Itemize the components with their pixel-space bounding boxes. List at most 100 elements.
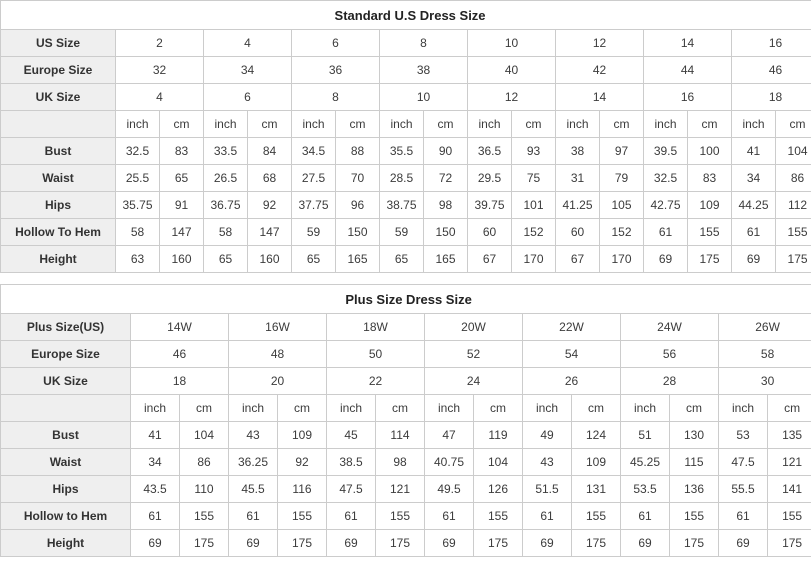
unit-header-cell: cm: [375, 394, 425, 422]
measurement-inch-value: 61: [228, 502, 278, 530]
measurement-inch-value: 34.5: [291, 137, 336, 165]
measurement-inch-value: 41.25: [555, 191, 600, 219]
measurement-inch-value: 61: [718, 502, 768, 530]
measurement-row: Height 69 175 69 175 69 175 69 175 69 175 69 175 69 17…: [0, 529, 811, 557]
measurement-inch-value: 65: [291, 245, 336, 273]
measurement-cm-value: 175: [473, 529, 523, 557]
measurement-cm-value: 175: [687, 245, 732, 273]
measurement-cm-value: 70: [335, 164, 380, 192]
measurement-cm-value: 175: [179, 529, 229, 557]
size-row: Europe Size 46 48 50 52 54 56 58: [0, 340, 811, 368]
unit-header-cell: cm: [774, 110, 811, 138]
size-value: 52: [424, 340, 523, 368]
measurement-cm-value: 152: [599, 218, 644, 246]
measurement-cm-value: 170: [511, 245, 556, 273]
row-label: Bust: [0, 421, 131, 449]
measurement-cm-value: 155: [669, 502, 719, 530]
measurement-cm-value: 96: [335, 191, 380, 219]
measurement-inch-value: 43: [228, 421, 278, 449]
measurement-cm-value: 72: [423, 164, 468, 192]
measurement-inch-value: 45: [326, 421, 376, 449]
unit-header-cell: cm: [277, 394, 327, 422]
measurement-inch-value: 41: [130, 421, 180, 449]
row-label-empty: [0, 394, 131, 422]
measurement-cm-value: 97: [599, 137, 644, 165]
size-value: 18: [730, 83, 811, 111]
unit-header-cell: inch: [731, 110, 776, 138]
measurement-inch-value: 31: [555, 164, 600, 192]
measurement-inch-value: 42.75: [643, 191, 688, 219]
measurement-cm-value: 112: [774, 191, 811, 219]
measurement-cm-value: 175: [375, 529, 425, 557]
unit-header-cell: inch: [379, 110, 424, 138]
unit-header-cell: inch: [643, 110, 688, 138]
size-value: 20W: [424, 313, 523, 341]
measurement-cm-value: 100: [687, 137, 732, 165]
unit-header-cell: cm: [599, 110, 644, 138]
size-value: 28: [620, 367, 719, 395]
measurement-inch-value: 65: [203, 245, 248, 273]
measurement-cm-value: 121: [766, 448, 811, 476]
row-label: UK Size: [0, 367, 131, 395]
size-value: 54: [522, 340, 621, 368]
measurement-inch-value: 67: [467, 245, 512, 273]
measurement-cm-value: 175: [571, 529, 621, 557]
row-label: Plus Size(US): [0, 313, 131, 341]
measurement-cm-value: 121: [375, 475, 425, 503]
measurement-inch-value: 63: [115, 245, 160, 273]
measurement-cm-value: 131: [571, 475, 621, 503]
unit-header-cell: inch: [522, 394, 572, 422]
measurement-cm-value: 141: [766, 475, 811, 503]
unit-header-row: inch cm inch cm inch cm inch cm inch cm inch cm inch…: [0, 394, 811, 422]
measurement-inch-value: 39.75: [467, 191, 512, 219]
measurement-row: Waist 34 86 36.25 92 38.5 98 40.75 104 43 109 45.25…: [0, 448, 811, 476]
measurement-inch-value: 69: [130, 529, 180, 557]
measurement-inch-value: 29.5: [467, 164, 512, 192]
measurement-cm-value: 84: [247, 137, 292, 165]
size-value: 22: [326, 367, 425, 395]
size-value: 26W: [717, 313, 811, 341]
size-value: 50: [326, 340, 425, 368]
measurement-inch-value: 49: [522, 421, 572, 449]
measurement-inch-value: 45.25: [620, 448, 670, 476]
measurement-row: Hips 35.75 91 36.75 92 37.75 96 38.75 98 39.75 101…: [0, 191, 811, 219]
size-row: Europe Size 32 34 36 38 40 42 44 46: [0, 56, 811, 84]
measurement-row: Hollow to Hem 61 155 61 155 61 155 61 155 61 155 61…: [0, 502, 811, 530]
measurement-cm-value: 93: [511, 137, 556, 165]
measurement-cm-value: 175: [766, 529, 811, 557]
measurement-cm-value: 130: [669, 421, 719, 449]
measurement-cm-value: 155: [774, 218, 811, 246]
row-label-empty: [0, 110, 116, 138]
measurement-cm-value: 109: [571, 448, 621, 476]
measurement-row: Hips 43.5 110 45.5 116 47.5 121 49.5 126 51.5 131 5…: [0, 475, 811, 503]
measurement-cm-value: 155: [687, 218, 732, 246]
measurement-cm-value: 92: [277, 448, 327, 476]
unit-header-cell: inch: [467, 110, 512, 138]
size-value: 16: [643, 83, 732, 111]
measurement-cm-value: 160: [247, 245, 292, 273]
size-value: 18W: [326, 313, 425, 341]
measurement-cm-value: 88: [335, 137, 380, 165]
measurement-inch-value: 47: [424, 421, 474, 449]
plus-size-dress-size-table: Plus Size Dress Size Plus Size(US) 14W 16W 1…: [0, 284, 811, 557]
size-value: 2: [115, 29, 204, 57]
unit-header-cell: cm: [766, 394, 811, 422]
unit-header-cell: inch: [555, 110, 600, 138]
measurement-row: Bust 41 104 43 109 45 114 47 119 49 124 51 130 53 135: [0, 421, 811, 449]
size-value: 12: [555, 29, 644, 57]
unit-header-cell: cm: [571, 394, 621, 422]
measurement-cm-value: 147: [247, 218, 292, 246]
measurement-inch-value: 27.5: [291, 164, 336, 192]
size-row: UK Size 4 6 8 10 12 14 16 18: [0, 83, 811, 111]
measurement-inch-value: 45.5: [228, 475, 278, 503]
measurement-inch-value: 69: [228, 529, 278, 557]
row-label: Height: [0, 529, 131, 557]
measurement-cm-value: 86: [179, 448, 229, 476]
measurement-cm-value: 91: [159, 191, 204, 219]
measurement-row: Bust 32.5 83 33.5 84 34.5 88 35.5 90 36.5 93 38 97 39…: [0, 137, 811, 165]
unit-header-cell: inch: [130, 394, 180, 422]
measurement-cm-value: 83: [687, 164, 732, 192]
size-value: 16W: [228, 313, 327, 341]
measurement-inch-value: 36.25: [228, 448, 278, 476]
